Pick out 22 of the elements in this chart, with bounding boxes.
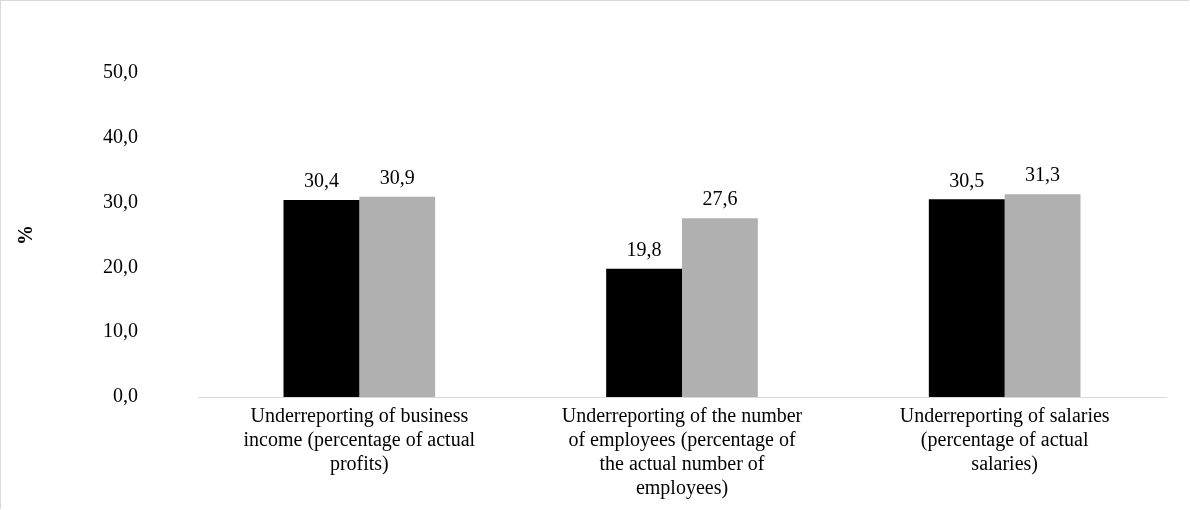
bar — [928, 199, 1005, 397]
bar — [359, 196, 436, 397]
data-label: 27,6 — [702, 187, 738, 210]
y-axis-title: % — [14, 225, 37, 245]
data-label: 31,3 — [1025, 163, 1061, 186]
y-tick-label: 40,0 — [103, 125, 138, 148]
bar — [1004, 194, 1081, 397]
y-tick-label: 30,0 — [103, 189, 138, 212]
x-tick-label: Underreporting of salaries (percentage of actual salaries) — [899, 404, 1110, 476]
y-tick-label: 0,0 — [113, 384, 138, 407]
x-tick-label: Underreporting of the number of employees (percentage of the actual number of employees) — [561, 404, 803, 500]
data-label: 30,5 — [949, 168, 985, 191]
data-label: 30,4 — [303, 169, 339, 192]
y-tick-label: 20,0 — [103, 254, 138, 277]
x-tick-label: Underreporting of business income (percentage of actual profits) — [243, 404, 476, 476]
bar — [682, 218, 758, 397]
data-label: 30,9 — [379, 166, 415, 189]
y-tick-label: 10,0 — [103, 319, 138, 342]
bar — [283, 200, 360, 397]
y-tick-label: 50,0 — [103, 60, 138, 83]
data-label: 19,8 — [626, 237, 662, 260]
bar — [606, 268, 682, 397]
